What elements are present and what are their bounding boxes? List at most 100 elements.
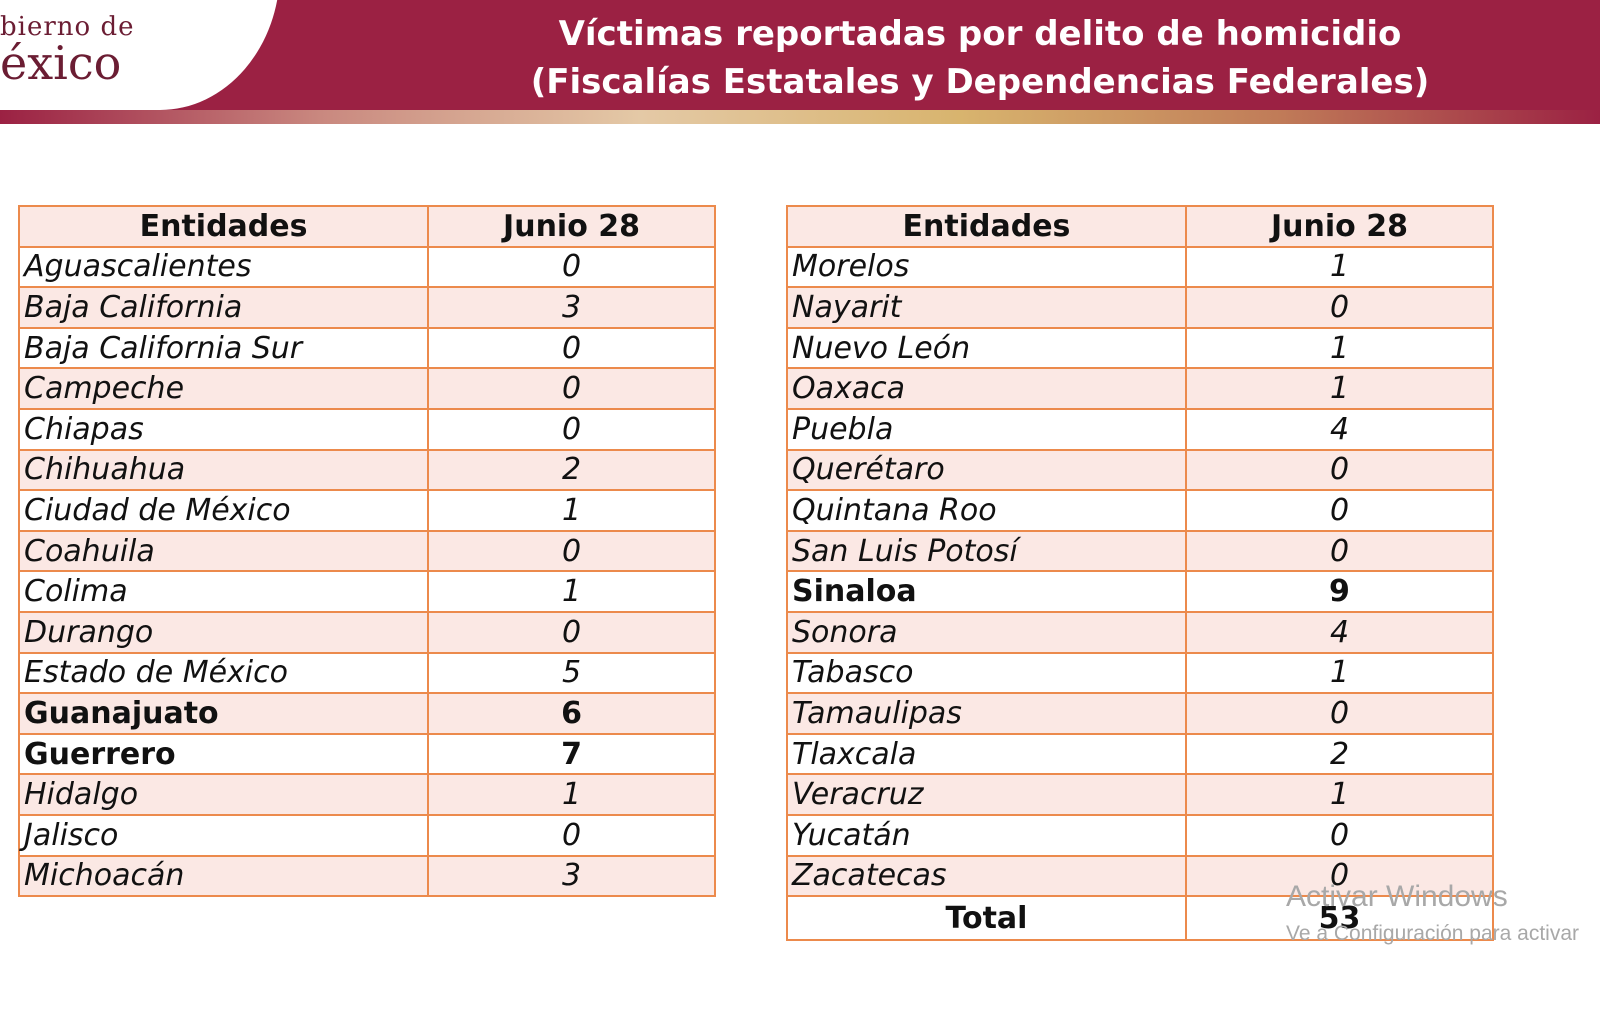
entity-name: Campeche <box>17 367 430 410</box>
table-row: Tabasco 1 <box>786 651 1495 695</box>
logo-line-2: éxico <box>0 36 122 90</box>
entity-value: 0 <box>427 813 716 857</box>
table-row: Colima 1 <box>17 570 716 613</box>
entity-value: 1 <box>1184 326 1495 370</box>
column-header-date: Junio 28 <box>1184 205 1495 248</box>
table-row: Tlaxcala 2 <box>786 732 1495 776</box>
entity-value: 0 <box>427 529 716 573</box>
table-row: Tamaulipas 0 <box>786 692 1495 735</box>
entity-name: Quintana Roo <box>786 489 1187 532</box>
entity-name: Tlaxcala <box>786 732 1187 776</box>
table-row: Morelos 1 <box>786 245 1495 289</box>
entity-value: 0 <box>1184 854 1495 898</box>
title-line-1: Víctimas reportadas por delito de homici… <box>558 14 1402 54</box>
column-header-entidades: Entidades <box>17 205 430 248</box>
total-value: 53 <box>1184 895 1495 942</box>
table-row: Quintana Roo 0 <box>786 489 1495 532</box>
entity-name: San Luis Potosí <box>786 529 1187 573</box>
table-row: Guerrero 7 <box>17 732 716 776</box>
entity-name: Baja California <box>17 286 430 329</box>
table-row: Durango 0 <box>17 610 716 654</box>
table-row: San Luis Potosí 0 <box>786 529 1495 573</box>
entity-name: Coahuila <box>17 529 430 573</box>
table-header-row: Entidades Junio 28 <box>17 205 716 248</box>
header-stripe <box>0 110 1600 124</box>
entity-value: 1 <box>1184 367 1495 410</box>
entity-value: 0 <box>1184 448 1495 492</box>
entity-value: 0 <box>427 367 716 410</box>
logo-line-1: bierno de <box>0 12 135 42</box>
entity-value: 0 <box>427 610 716 654</box>
right-table-body: Morelos 1 Nayarit 0 Nuevo León 1 Oaxaca 1 Puebla… <box>786 245 1495 898</box>
entity-name: Baja California Sur <box>17 326 430 370</box>
table-row: Aguascalientes 0 <box>17 245 716 289</box>
entity-name: Hidalgo <box>17 773 430 816</box>
entity-name: Veracruz <box>786 773 1187 816</box>
entity-name: Ciudad de México <box>17 489 430 532</box>
entity-name: Chiapas <box>17 407 430 451</box>
entity-name: Querétaro <box>786 448 1187 492</box>
entity-name: Sinaloa <box>786 570 1187 613</box>
entity-value: 0 <box>427 326 716 370</box>
entity-value: 1 <box>427 489 716 532</box>
right-table: Entidades Junio 28 Morelos 1 Nayarit 0 Nuevo… <box>786 205 1495 942</box>
total-row: Total 53 <box>786 895 1495 942</box>
entity-name: Nuevo León <box>786 326 1187 370</box>
table-row: Nuevo León 1 <box>786 326 1495 370</box>
table-row: Baja California Sur 0 <box>17 326 716 370</box>
table-row: Yucatán 0 <box>786 813 1495 857</box>
entity-value: 0 <box>427 245 716 289</box>
table-row: Sinaloa 9 <box>786 570 1495 613</box>
entity-value: 1 <box>1184 773 1495 816</box>
table-row: Michoacán 3 <box>17 854 716 898</box>
table-row: Estado de México 5 <box>17 651 716 695</box>
entity-value: 4 <box>1184 407 1495 451</box>
entity-name: Michoacán <box>17 854 430 898</box>
entity-value: 2 <box>1184 732 1495 776</box>
table-row: Zacatecas 0 <box>786 854 1495 898</box>
entity-value: 5 <box>427 651 716 695</box>
entity-value: 7 <box>427 732 716 776</box>
total-label: Total <box>786 895 1187 942</box>
entity-name: Jalisco <box>17 813 430 857</box>
entity-value: 9 <box>1184 570 1495 613</box>
column-header-date: Junio 28 <box>427 205 716 248</box>
entity-name: Puebla <box>786 407 1187 451</box>
column-header-entidades: Entidades <box>786 205 1187 248</box>
entity-name: Guanajuato <box>17 692 430 735</box>
table-row: Coahuila 0 <box>17 529 716 573</box>
left-table-body: Aguascalientes 0 Baja California 3 Baja Cali… <box>17 245 716 898</box>
table-row: Chihuahua 2 <box>17 448 716 492</box>
entity-value: 0 <box>1184 813 1495 857</box>
left-table: Entidades Junio 28 Aguascalientes 0 Baja C… <box>17 205 716 898</box>
entity-value: 0 <box>1184 529 1495 573</box>
entity-name: Chihuahua <box>17 448 430 492</box>
table-row: Baja California 3 <box>17 286 716 329</box>
entity-value: 3 <box>427 286 716 329</box>
entity-name: Tamaulipas <box>786 692 1187 735</box>
table-row: Ciudad de México 1 <box>17 489 716 532</box>
windows-activation-watermark: Activar Windows <box>1286 880 1508 913</box>
page-title: Víctimas reportadas por delito de homici… <box>480 10 1480 106</box>
entity-name: Colima <box>17 570 430 613</box>
entity-value: 4 <box>1184 610 1495 654</box>
entity-name: Aguascalientes <box>17 245 430 289</box>
entity-value: 6 <box>427 692 716 735</box>
table-row: Hidalgo 1 <box>17 773 716 816</box>
entity-value: 3 <box>427 854 716 898</box>
entity-value: 1 <box>427 570 716 613</box>
entity-name: Zacatecas <box>786 854 1187 898</box>
entity-value: 0 <box>1184 286 1495 329</box>
entity-value: 1 <box>1184 245 1495 289</box>
table-row: Sonora 4 <box>786 610 1495 654</box>
entity-value: 1 <box>1184 651 1495 695</box>
windows-activation-subtext: Ve a Configuración para activar <box>1286 922 1580 945</box>
entity-name: Estado de México <box>17 651 430 695</box>
entity-value: 2 <box>427 448 716 492</box>
entity-name: Guerrero <box>17 732 430 776</box>
table-row: Veracruz 1 <box>786 773 1495 816</box>
entity-value: 0 <box>427 407 716 451</box>
table-row: Querétaro 0 <box>786 448 1495 492</box>
entity-value: 1 <box>427 773 716 816</box>
table-row: Guanajuato 6 <box>17 692 716 735</box>
